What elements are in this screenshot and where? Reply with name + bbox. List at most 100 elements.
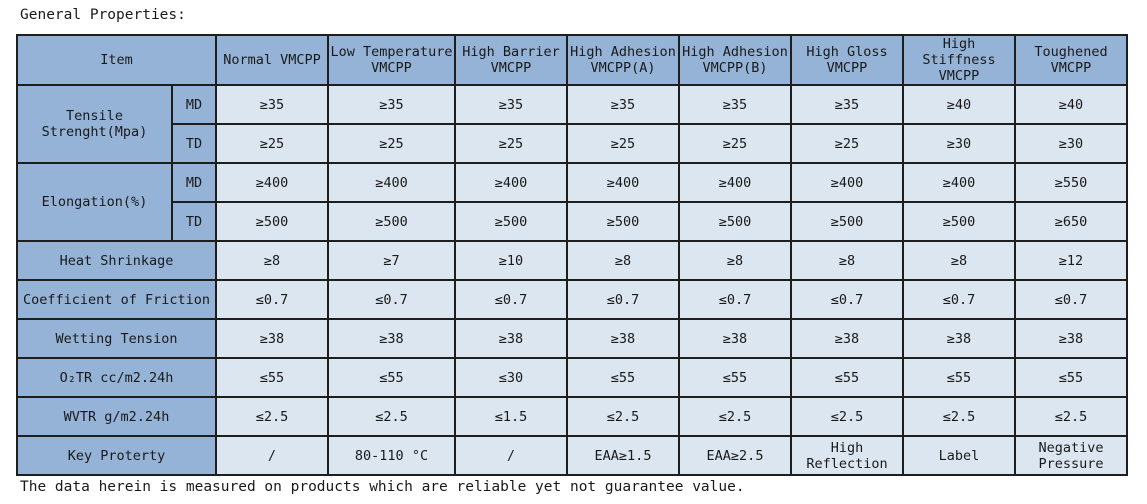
cell-text-line: ≤2.5 — [606, 408, 640, 425]
cell-text-line: ≤55 — [259, 369, 285, 386]
value-cell: ≥500 — [790, 201, 904, 242]
cell-text-line: Pressure — [1038, 455, 1104, 472]
value-cell: ≥500 — [566, 201, 680, 242]
value-cell: ≤2.5 — [566, 396, 680, 437]
cell-text-line: ≤55 — [722, 369, 748, 386]
value-cell: ≤0.7 — [327, 279, 456, 320]
cell-text-line: Elongation(%) — [41, 194, 148, 210]
section-heading: General Properties: — [20, 7, 186, 23]
cell-text-line: Normal VMCPP — [223, 52, 321, 68]
value-cell: ≥35 — [454, 84, 568, 125]
value-cell: / — [454, 435, 568, 476]
row-label: WVTR g/m2.24h — [16, 396, 217, 437]
table-row: Wetting Tension ≥38 ≥38 ≥38 ≥38 ≥38 ≥38 ≥38 ≥38 — [16, 318, 1128, 359]
header-row: Item Normal VMCPP Low Temperature VMCPP High… — [16, 34, 1128, 86]
value-cell: ≤2.5 — [327, 396, 456, 437]
value-cell: ≥500 — [454, 201, 568, 242]
cell-text-line: ≥8 — [726, 252, 744, 269]
cell-text-line: ≥12 — [1058, 252, 1084, 269]
value-cell: ≥35 — [678, 84, 792, 125]
column-header: High Adhesion VMCPP(A) — [566, 34, 680, 86]
value-cell: ≤55 — [790, 357, 904, 398]
cell-text-line: ≥38 — [379, 330, 404, 347]
value-cell: ≥400 — [454, 162, 568, 203]
cell-text-line: ≤1.5 — [494, 408, 528, 425]
cell-text-line: ≥8 — [263, 252, 281, 269]
value-cell: ≥38 — [678, 318, 792, 359]
value-cell: ≥35 — [215, 84, 329, 125]
value-cell: ≥30 — [902, 123, 1016, 164]
cell-text-line: ≤2.5 — [1054, 408, 1088, 425]
value-cell: ≤2.5 — [790, 396, 904, 437]
value-cell: High Reflection — [790, 435, 904, 476]
table-row: Heat Shrinkage ≥8 ≥7 ≥10 ≥8 ≥8 ≥8 ≥8 ≥12 — [16, 240, 1128, 281]
value-cell: ≤0.7 — [454, 279, 568, 320]
table-row: WVTR g/m2.24h ≤2.5 ≤2.5 ≤1.5 ≤2.5 ≤2.5 ≤2.5 ≤2.… — [16, 396, 1128, 437]
value-cell: Label — [902, 435, 1016, 476]
cell-text-line: ≤55 — [379, 369, 404, 386]
value-cell: ≥38 — [327, 318, 456, 359]
cell-text-line: VMCPP — [371, 60, 412, 76]
value-cell: ≤55 — [215, 357, 329, 398]
cell-text-line: ≤55 — [834, 369, 860, 386]
cell-text-line: ≥10 — [498, 252, 524, 269]
cell-text-line: VMCPP — [490, 60, 532, 76]
value-cell: ≥38 — [1014, 318, 1128, 359]
cell-text-line: ≤55 — [1058, 369, 1084, 386]
cell-text-line: High Barrier — [462, 44, 560, 60]
cell-text-line: ≤0.7 — [375, 291, 408, 308]
column-header: Toughened VMCPP — [1014, 34, 1128, 86]
value-cell: ≥40 — [902, 84, 1016, 125]
value-cell: ≥8 — [902, 240, 1016, 281]
value-cell: ≥400 — [678, 162, 792, 203]
value-cell: ≥25 — [454, 123, 568, 164]
cell-text-line: High Gloss — [806, 44, 888, 60]
value-cell: ≥8 — [678, 240, 792, 281]
value-cell: ≤0.7 — [902, 279, 1016, 320]
cell-text-line: EAA≥1.5 — [594, 447, 652, 464]
row-label: O₂TR cc/m2.24h — [16, 357, 217, 398]
value-cell: ≥400 — [902, 162, 1016, 203]
cell-text-line: VMCPP — [938, 68, 980, 84]
value-cell: ≥500 — [678, 201, 792, 242]
value-cell: ≥400 — [566, 162, 680, 203]
value-cell: ≥38 — [454, 318, 568, 359]
value-cell: ≥25 — [327, 123, 456, 164]
cell-text-line: ≤2.5 — [830, 408, 864, 425]
properties-table: Item Normal VMCPP Low Temperature VMCPP High… — [16, 34, 1128, 476]
value-cell: ≤0.7 — [1014, 279, 1128, 320]
row-label: Wetting Tension — [16, 318, 217, 359]
value-cell: ≤2.5 — [1014, 396, 1128, 437]
cell-text-line: ≤0.7 — [942, 291, 976, 308]
value-cell: ≥38 — [215, 318, 329, 359]
value-cell: ≥30 — [1014, 123, 1128, 164]
row-direction-label: TD — [171, 123, 217, 164]
value-cell: ≥500 — [902, 201, 1016, 242]
cell-text-line: ≤55 — [610, 369, 636, 386]
value-cell: ≤55 — [902, 357, 1016, 398]
value-cell: ≤2.5 — [215, 396, 329, 437]
cell-text-line: Strenght(Mpa) — [41, 124, 148, 140]
cell-text-line: Negative — [1038, 439, 1104, 456]
value-cell: ≤0.7 — [678, 279, 792, 320]
cell-text-line: ≥8 — [838, 252, 856, 269]
row-label: Key Proterty — [16, 435, 217, 476]
value-cell: ≥400 — [327, 162, 456, 203]
cell-text-line: ≥38 — [498, 330, 524, 347]
value-cell: ≥8 — [790, 240, 904, 281]
item-header: Item — [16, 34, 217, 86]
cell-text-line: ≤0.7 — [718, 291, 752, 308]
value-cell: ≥38 — [790, 318, 904, 359]
value-cell: ≥500 — [327, 201, 456, 242]
cell-text-line: Label — [938, 447, 980, 464]
row-direction-label: MD — [171, 84, 217, 125]
value-cell: ≥35 — [327, 84, 456, 125]
value-cell: ≥7 — [327, 240, 456, 281]
cell-text-line: / — [506, 447, 516, 464]
value-cell: ≤55 — [1014, 357, 1128, 398]
value-cell: ≥550 — [1014, 162, 1128, 203]
cell-text-line: EAA≥2.5 — [706, 447, 764, 464]
value-cell: ≥38 — [566, 318, 680, 359]
cell-text-line: ≤2.5 — [255, 408, 289, 425]
column-header: High Stiffness VMCPP — [902, 34, 1016, 86]
